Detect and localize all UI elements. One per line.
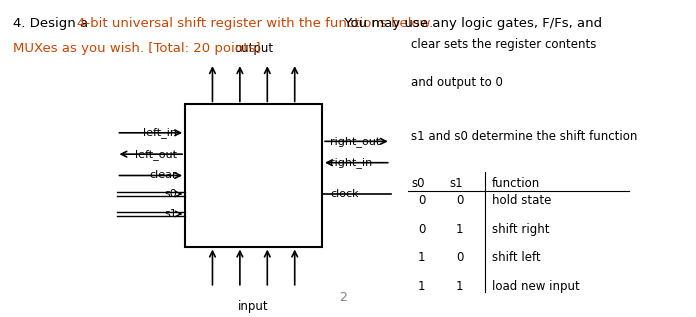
Text: and output to 0: and output to 0: [411, 76, 503, 89]
Text: 0: 0: [418, 223, 425, 236]
Text: MUXes as you wish. [Total: 20 points]: MUXes as you wish. [Total: 20 points]: [13, 42, 260, 55]
Text: shift left: shift left: [492, 251, 541, 264]
Text: clock: clock: [331, 189, 359, 199]
Text: input: input: [238, 301, 269, 314]
Bar: [185, 104, 322, 247]
Text: 1: 1: [418, 251, 425, 264]
Text: left_out: left_out: [135, 149, 177, 159]
Text: 4-bit universal shift register with the functions below.: 4-bit universal shift register with the …: [77, 17, 434, 30]
Text: s0: s0: [411, 177, 425, 190]
Text: left_in: left_in: [143, 127, 177, 138]
Text: s1: s1: [164, 209, 177, 219]
Text: 2: 2: [339, 291, 347, 304]
Text: 4. Design a: 4. Design a: [13, 17, 92, 30]
Text: 0: 0: [456, 251, 463, 264]
Text: You may use any logic gates, F/Fs, and: You may use any logic gates, F/Fs, and: [340, 17, 603, 30]
Text: 1: 1: [456, 223, 464, 236]
Text: s0: s0: [164, 189, 177, 199]
Text: 0: 0: [456, 194, 463, 207]
Text: right_in: right_in: [331, 157, 372, 168]
Text: s1 and s0 determine the shift function: s1 and s0 determine the shift function: [411, 130, 638, 143]
Text: output: output: [234, 42, 273, 55]
Text: s1: s1: [449, 177, 463, 190]
Text: 1: 1: [456, 280, 464, 293]
Text: 0: 0: [418, 194, 425, 207]
Text: function: function: [492, 177, 540, 190]
Text: right_out: right_out: [331, 136, 381, 147]
Text: clear sets the register contents: clear sets the register contents: [411, 38, 596, 51]
Text: clear: clear: [149, 171, 177, 180]
Text: hold state: hold state: [492, 194, 551, 207]
Text: 1: 1: [418, 280, 425, 293]
Text: load new input: load new input: [492, 280, 580, 293]
Text: shift right: shift right: [492, 223, 550, 236]
